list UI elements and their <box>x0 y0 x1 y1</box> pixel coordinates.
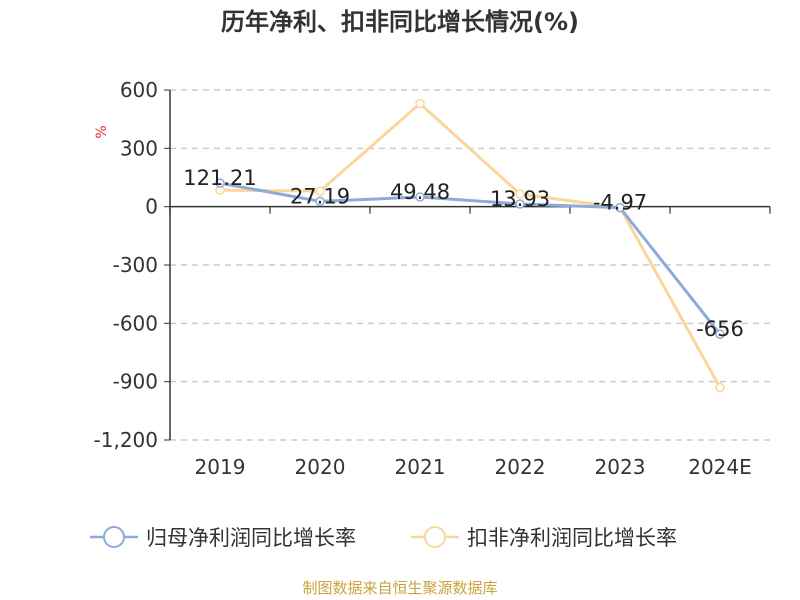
legend-item-series-1[interactable]: 归母净利润同比增长率 <box>90 522 356 552</box>
data-label: 49.48 <box>390 180 450 204</box>
data-point-series-2 <box>515 189 525 199</box>
x-tick-label: 2022 <box>495 455 546 479</box>
source-note: 制图数据来自恒生聚源数据库 <box>302 579 498 597</box>
chart-title: 历年净利、扣非同比增长情况(%) <box>221 8 579 36</box>
data-label: -656 <box>696 317 744 341</box>
axes: 600 300 0 -300 -600 -900 -1,200% 2019 2020 2021 20… <box>94 78 771 479</box>
data-point-series-2 <box>415 98 425 109</box>
x-tick-label: 2019 <box>195 455 246 479</box>
legend-label-series-2: 扣非净利润同比增长率 <box>467 526 677 550</box>
legend-marker-series-1 <box>90 526 138 548</box>
data-label: 13.93 <box>490 187 550 211</box>
data-point-series-1 <box>515 199 525 209</box>
x-tick-label: 2020 <box>295 455 346 479</box>
x-tick-label: 2023 <box>595 455 646 479</box>
y-tick-label: -300 <box>113 253 158 277</box>
data-label: -4.97 <box>593 191 647 215</box>
series-line-1 <box>219 181 722 336</box>
legend-item-series-2[interactable]: 扣非净利润同比增长率 <box>411 522 677 552</box>
y-tick-label: 300 <box>120 136 158 160</box>
data-point-series-2 <box>715 382 725 393</box>
y-tick-label: -600 <box>113 311 158 335</box>
legend-marker-series-2 <box>411 526 459 548</box>
grid-lines <box>170 89 770 441</box>
y-axis-unit-label: % <box>94 125 110 138</box>
y-tick-label: -900 <box>113 370 158 394</box>
legend-label-series-1: 归母净利润同比增长率 <box>146 526 356 550</box>
y-tick-label: -1,200 <box>94 428 158 452</box>
series-lines <box>215 98 725 393</box>
data-point-series-1 <box>615 202 625 213</box>
data-point-series-1 <box>415 192 425 202</box>
data-labels: 121.21 27.19 49.48 13.93 -4.97 -656 <box>183 166 744 341</box>
y-tick-label: 0 <box>145 195 158 219</box>
series-line-2 <box>219 102 722 389</box>
x-tick-label: 2021 <box>395 455 446 479</box>
data-label: 27.19 <box>290 184 350 208</box>
data-point-series-1 <box>715 329 725 339</box>
data-label: 121.21 <box>183 166 256 190</box>
data-point-series-2 <box>315 186 325 196</box>
data-point-series-1 <box>315 196 325 207</box>
data-point-series-1 <box>215 178 225 188</box>
x-tick-label: 2024E <box>688 455 752 479</box>
y-tick-label: 600 <box>120 78 158 102</box>
